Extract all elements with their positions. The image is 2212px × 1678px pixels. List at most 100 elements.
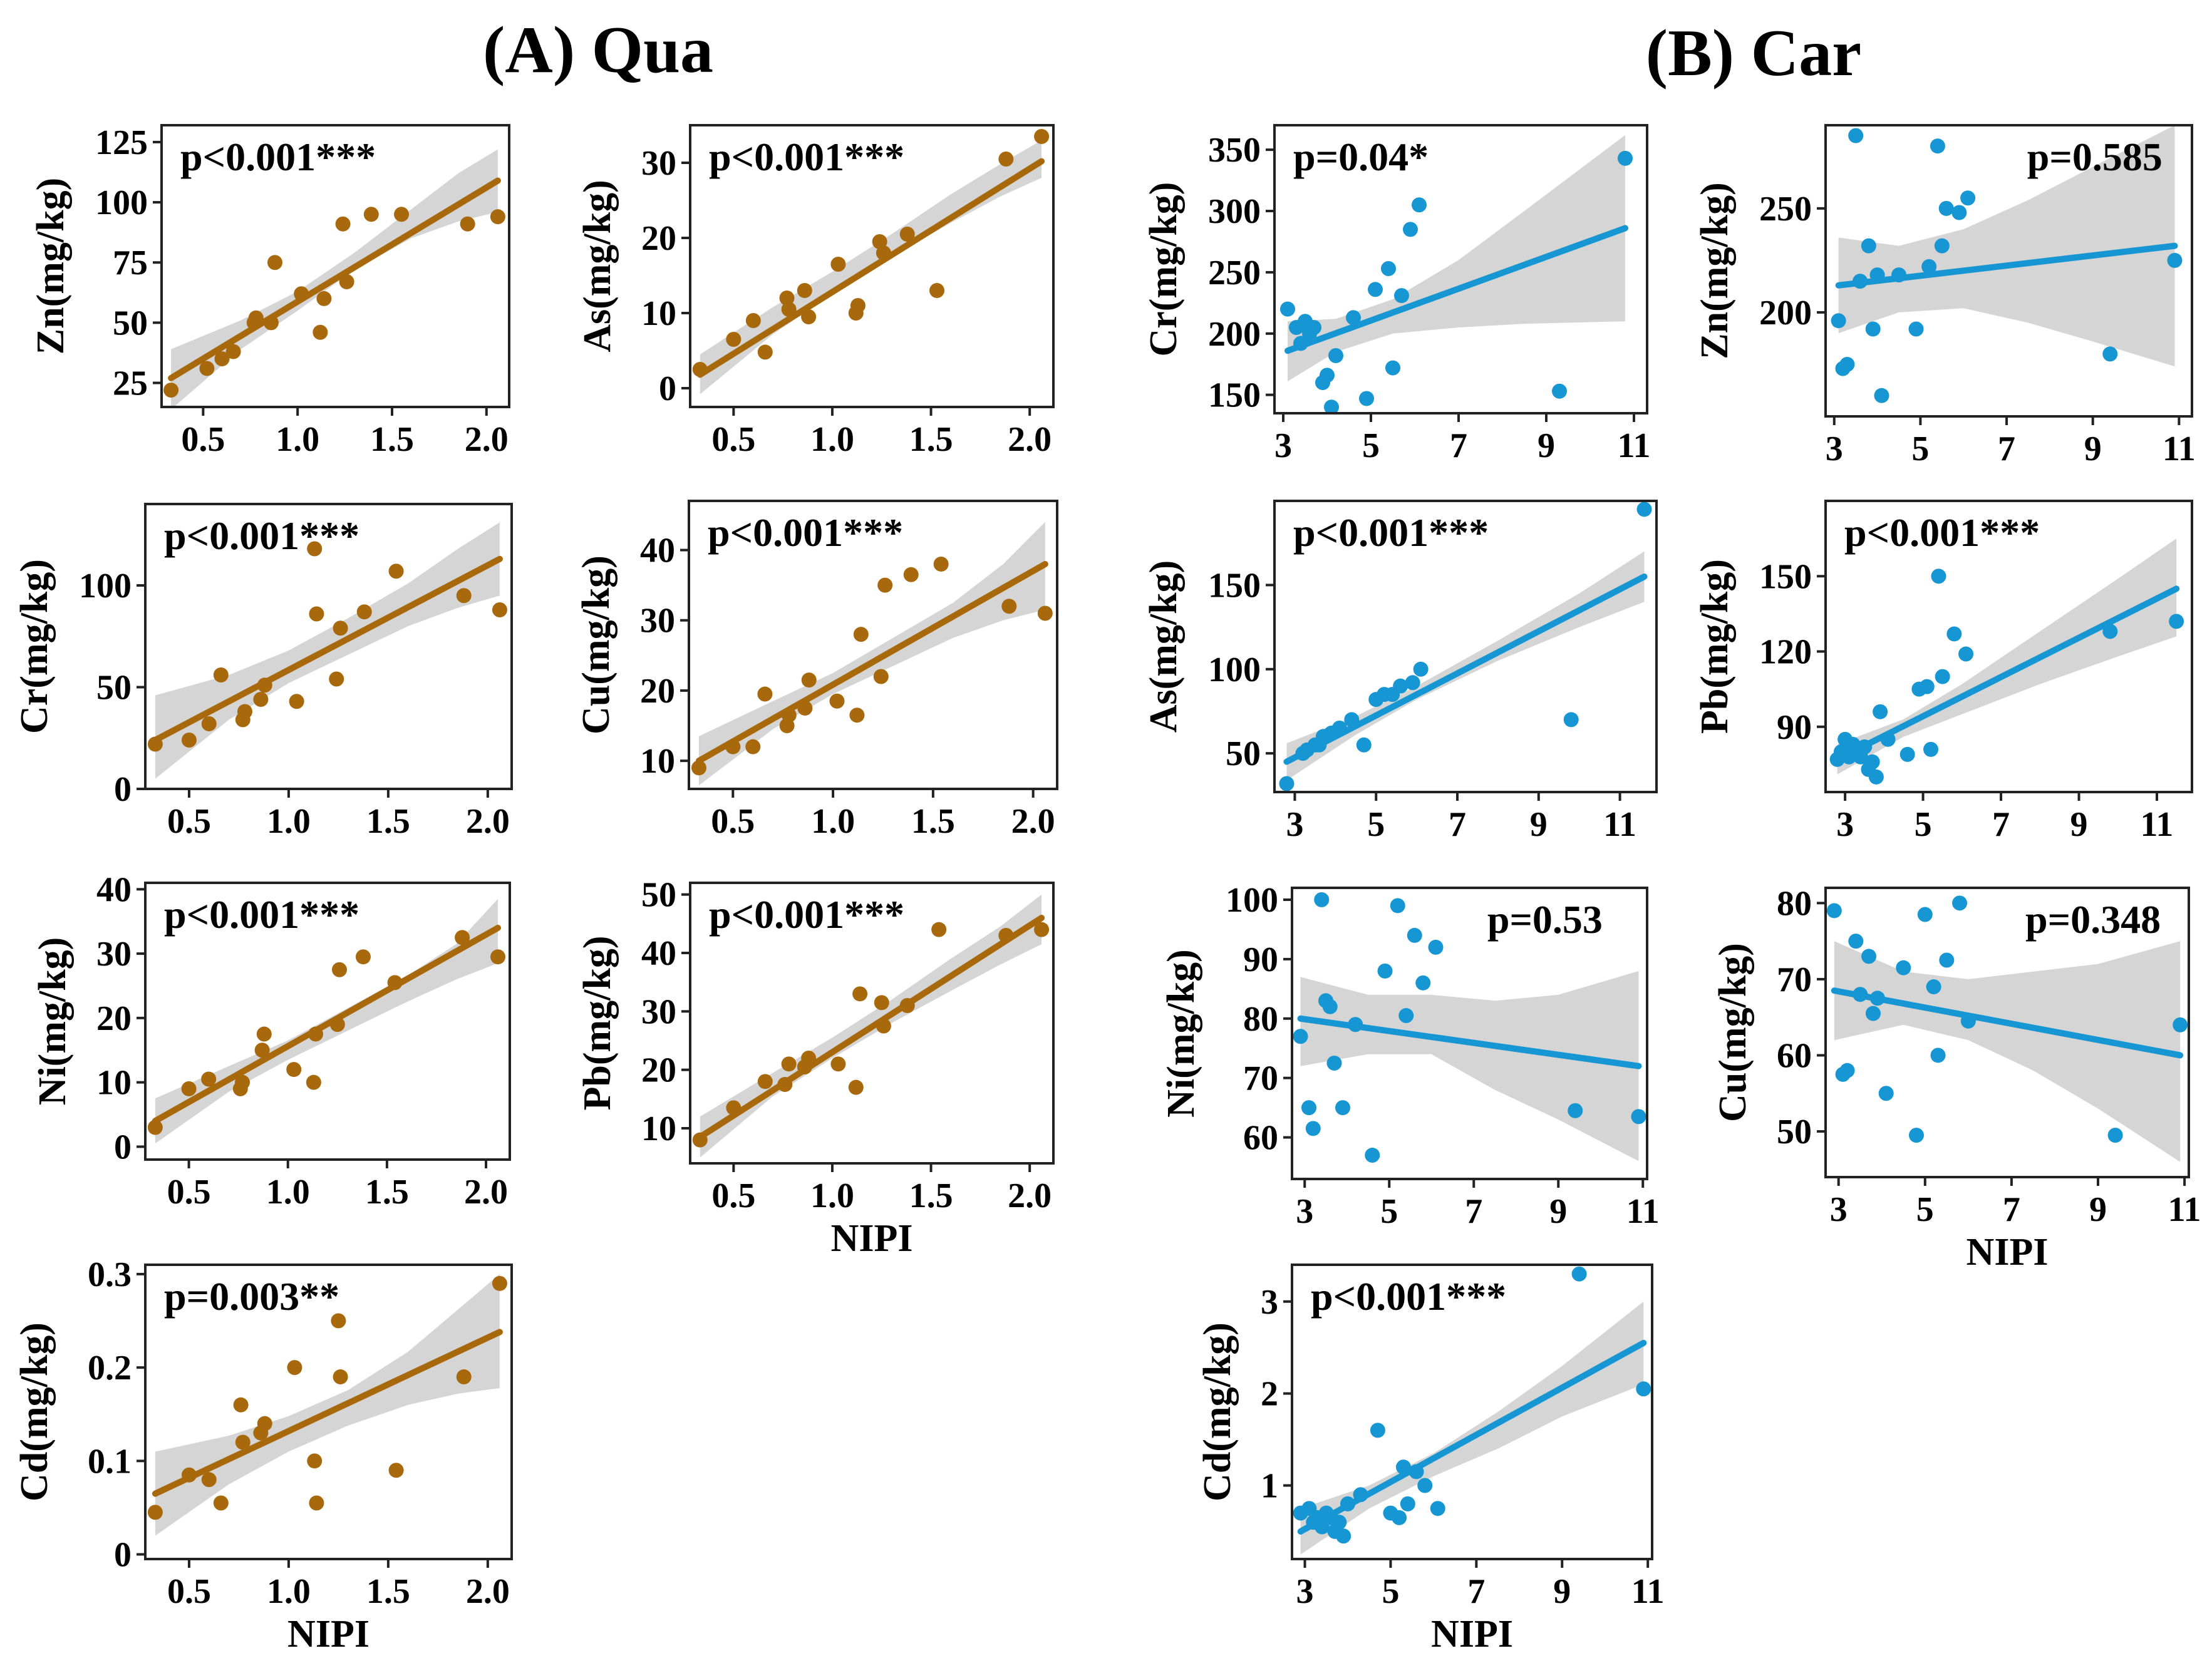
data-point (1377, 963, 1393, 979)
p-value-annotation: p<0.001*** (708, 510, 903, 555)
y-tick-label: 0 (114, 1128, 132, 1166)
y-tick-label: 20 (641, 1051, 676, 1090)
section-b-title: (B) Car (1646, 16, 1861, 90)
data-point (1839, 356, 1855, 372)
data-point (899, 227, 915, 242)
x-tick-label: 5 (1367, 805, 1385, 844)
x-tick-label: 7 (1998, 430, 2015, 468)
data-point (263, 315, 279, 331)
plot-frame (160, 124, 510, 408)
y-tick-label: 120 (1759, 633, 1812, 672)
x-tick-label: 9 (1530, 805, 1548, 844)
data-point (1865, 321, 1881, 337)
confidence-band (155, 1274, 500, 1536)
data-point (1331, 720, 1347, 736)
data-point (1336, 1528, 1351, 1544)
confidence-band (1300, 1301, 1644, 1555)
data-point (1869, 991, 1885, 1006)
data-point (331, 962, 347, 977)
y-tick-label: 100 (95, 183, 148, 222)
x-tick-label: 5 (1915, 805, 1932, 844)
data-point (876, 245, 891, 260)
p-value-annotation: p=0.348 (2025, 897, 2161, 942)
data-point (1891, 267, 1906, 283)
x-tick-label: 2.0 (1011, 802, 1055, 841)
panel-qua-zn: 0.5 1.0 1.5 2.0 25 50 75 100 125 Zn(mg/kg) p<0.001… (29, 123, 510, 459)
p-value-annotation: p=0.585 (2027, 135, 2163, 179)
data-point (1326, 1055, 1342, 1071)
data-point (1392, 1510, 1407, 1525)
x-tick-label: 3 (1296, 1192, 1313, 1231)
y-tick-label: 250 (1208, 254, 1261, 292)
y-axis-label: Cu(mg/kg) (575, 555, 618, 734)
y-tick-label: 0 (659, 369, 676, 408)
x-tick-label: 9 (1538, 426, 1555, 465)
data-point (1407, 927, 1422, 943)
y-tick-label: 50 (96, 669, 132, 708)
panels: 0.5 1.0 1.5 2.0255075100125Zn(mg/kg)p<0.001… (13, 123, 2201, 1655)
panel-car-pb: 3 5 7 9 11 90 120 150 Pb(mg/kg) p<0.001*** (1693, 500, 2193, 844)
data-point (1636, 1381, 1651, 1397)
data-point (1395, 1459, 1411, 1475)
data-point (1946, 626, 1962, 642)
x-axis-label: NIPI (1967, 1231, 2049, 1274)
data-point (1938, 200, 1954, 216)
regression-line (696, 915, 1045, 1140)
data-point (147, 736, 163, 752)
plot-frame (1291, 1264, 1653, 1560)
p-value-annotation: p<0.001*** (1311, 1274, 1506, 1319)
panel-qua-as: 0.5 1.0 1.5 2.0 0 10 20 30 As(mg/kg) p<0.001*** (576, 124, 1055, 459)
data-point (214, 351, 230, 367)
data-point (931, 922, 947, 937)
data-point (1861, 949, 1877, 964)
x-tick-label: 5 (1382, 1572, 1399, 1611)
y-tick-label: 0.2 (88, 1349, 132, 1387)
data-point (874, 995, 889, 1011)
y-tick-label: 20 (641, 219, 676, 258)
y-tick-label: 300 (1208, 192, 1261, 231)
x-tick-label: 0.5 (167, 1173, 211, 1212)
p-value-annotation: p=0.04* (1293, 135, 1429, 179)
x-tick-label: 1.0 (810, 420, 854, 459)
data-point (1400, 1496, 1415, 1511)
data-point (998, 152, 1014, 167)
regression-line (1284, 225, 1628, 354)
data-point (1305, 1121, 1321, 1136)
data-point (830, 1056, 846, 1072)
data-point (1899, 746, 1915, 762)
data-point (1831, 313, 1846, 329)
y-tick-label: 30 (96, 935, 132, 974)
data-point (1346, 310, 1361, 326)
data-point (1921, 259, 1937, 274)
data-point (1958, 646, 1974, 662)
y-tick-label: 0.3 (88, 1255, 132, 1294)
data-point (286, 1062, 302, 1078)
x-tick-label: 0.5 (181, 420, 225, 459)
plot-frame (1824, 887, 2190, 1178)
x-axis-label: NIPI (831, 1217, 913, 1260)
data-point (929, 283, 945, 298)
data-point (745, 313, 761, 328)
p-value-annotation: p<0.001*** (709, 892, 904, 937)
y-tick-label: 10 (640, 742, 675, 781)
x-tick-label: 3 (1274, 426, 1292, 465)
plot-frame (689, 124, 1055, 408)
x-tick-label: 2.0 (1008, 1176, 1052, 1215)
y-tick-label: 80 (1243, 1000, 1278, 1039)
p-value-annotation: p<0.001*** (164, 513, 359, 558)
data-point (254, 1042, 270, 1058)
x-tick-label: 5 (1362, 426, 1380, 465)
y-tick-label: 150 (1208, 376, 1261, 415)
y-axis-label: Cd(mg/kg) (1196, 1322, 1239, 1501)
data-point (329, 1017, 345, 1032)
confidence-band (1834, 941, 2181, 1162)
data-point (363, 207, 379, 222)
y-tick-label: 0 (114, 770, 132, 809)
data-point (387, 975, 403, 991)
y-tick-label: 10 (96, 1064, 132, 1103)
panel-car-zn: 3 5 7 9 11 200 250 Zn(mg/kg) p=0.585 (1693, 124, 2196, 468)
data-point (877, 577, 893, 593)
data-point (1857, 739, 1873, 754)
y-tick-label: 40 (640, 532, 675, 570)
